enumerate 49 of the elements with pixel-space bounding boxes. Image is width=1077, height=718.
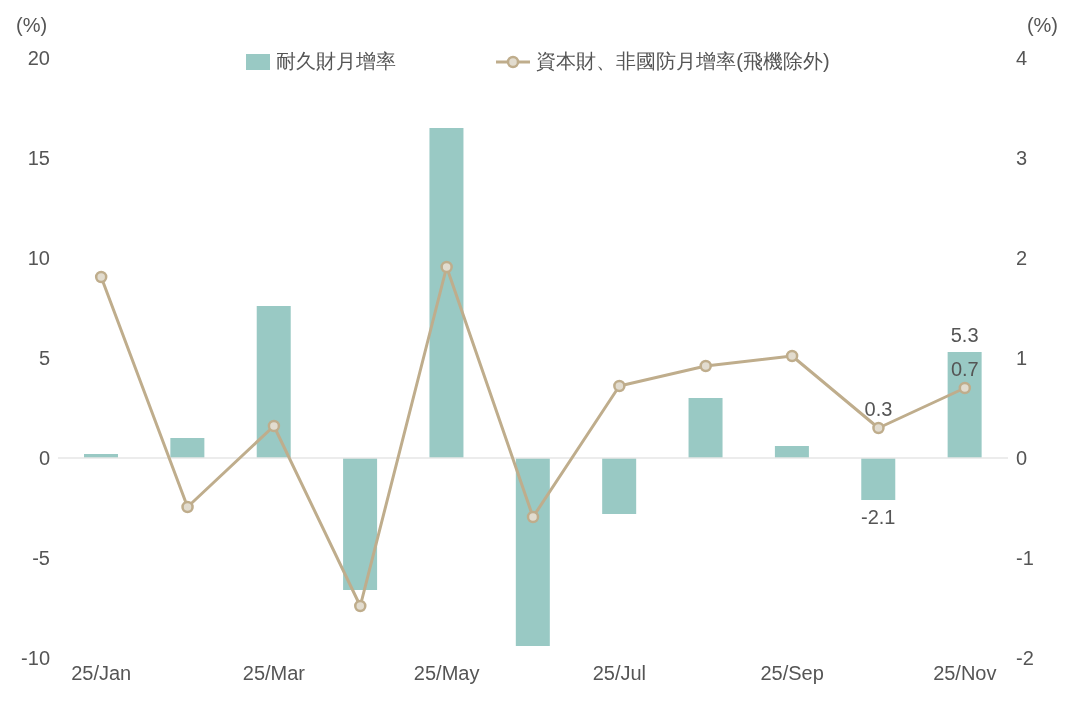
point <box>440 260 453 274</box>
bar <box>429 128 464 458</box>
y2-tick-label: 1 <box>1016 347 1028 370</box>
y-tick-label: 15 <box>27 147 50 170</box>
point <box>526 510 540 524</box>
legend-label: 耐久財月增率 <box>276 49 397 74</box>
y2-axis-title: (%) <box>1026 14 1058 37</box>
y-tick-label: -5 <box>32 547 50 570</box>
data-label: 0.7 <box>950 358 979 380</box>
bar <box>602 458 637 514</box>
data-label: 0.3 <box>864 398 893 420</box>
bar <box>688 398 723 458</box>
y-tick-label: -10 <box>21 647 50 670</box>
point <box>267 419 281 433</box>
x-tick-label: 25/Nov <box>933 662 997 685</box>
y2-tick-label: 3 <box>1016 147 1028 170</box>
y-tick-label: 10 <box>27 247 50 270</box>
data-label: -2.1 <box>861 506 896 528</box>
point <box>785 349 799 363</box>
legend-label: 資本財、非國防月增率(飛機除外) <box>536 49 830 74</box>
point <box>699 359 712 373</box>
y-tick-label: 20 <box>27 47 50 70</box>
y-tick-label: 0 <box>38 447 50 470</box>
x-tick-label: 25/Sep <box>760 662 824 685</box>
bar <box>861 458 896 500</box>
bar <box>343 458 378 590</box>
data-label: 5.3 <box>950 324 979 346</box>
bar <box>515 458 550 646</box>
x-tick-label: 25/Mar <box>242 662 306 685</box>
point <box>181 500 194 514</box>
y2-tick-label: -1 <box>1016 547 1034 570</box>
point <box>613 379 626 393</box>
y-tick-label: 5 <box>38 347 50 370</box>
y2-tick-label: -2 <box>1016 647 1034 670</box>
bar <box>170 438 205 458</box>
point <box>872 421 885 435</box>
point <box>94 270 108 284</box>
point <box>354 599 367 613</box>
bar <box>256 306 291 458</box>
y2-tick-label: 4 <box>1016 47 1028 70</box>
y2-tick-label: 0 <box>1016 447 1028 470</box>
bar <box>947 352 982 458</box>
y2-tick-label: 2 <box>1016 247 1028 270</box>
x-tick-label: 25/Jul <box>592 662 647 685</box>
x-tick-label: 25/Jan <box>71 662 132 685</box>
x-tick-label: 25/May <box>413 662 480 685</box>
point <box>958 381 972 395</box>
bar <box>774 446 809 458</box>
y-axis-title: (%) <box>16 14 48 37</box>
